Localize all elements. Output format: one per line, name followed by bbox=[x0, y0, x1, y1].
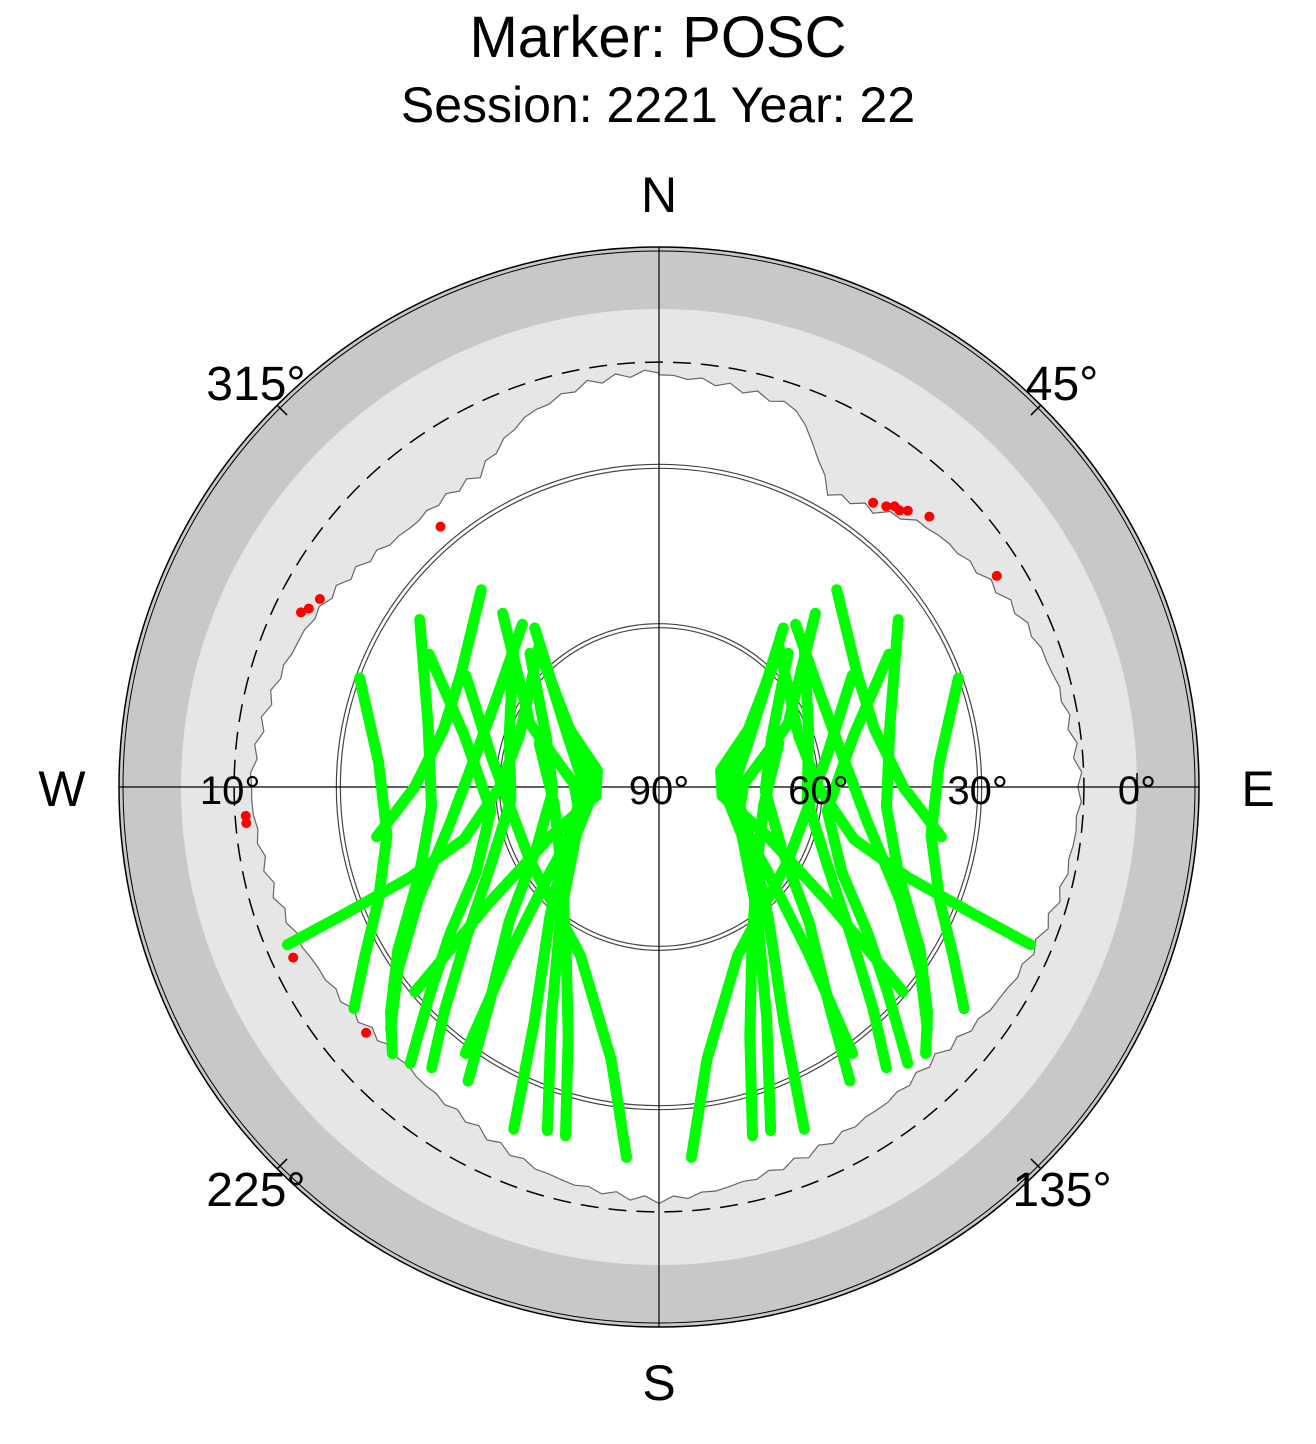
flagged-point-3 bbox=[894, 505, 905, 516]
track-19 bbox=[715, 622, 909, 998]
flagged-point-4 bbox=[902, 505, 913, 516]
track-21 bbox=[773, 639, 1037, 951]
flagged-point-12 bbox=[241, 818, 252, 829]
elevation-label-30: 30° bbox=[947, 769, 1008, 813]
azimuth-label-225: 225° bbox=[206, 1164, 305, 1217]
flagged-point-5 bbox=[924, 511, 935, 522]
azimuth-label-315: 315° bbox=[206, 358, 305, 411]
elevation-label-60: 60° bbox=[788, 769, 849, 813]
elevation-label-10-west: 10° bbox=[200, 769, 261, 813]
track-24 bbox=[533, 737, 574, 1142]
tick-45 bbox=[1030, 404, 1042, 416]
label-west: W bbox=[38, 761, 86, 817]
tick-315 bbox=[276, 404, 288, 416]
track-16 bbox=[925, 672, 970, 1015]
track-26 bbox=[460, 670, 633, 1163]
flagged-point-1 bbox=[881, 501, 892, 512]
flagged-points bbox=[240, 497, 1002, 1038]
flagged-point-14 bbox=[361, 1027, 372, 1038]
track-8 bbox=[459, 607, 586, 1059]
chart-subtitle: Session: 2221 Year: 22 bbox=[400, 77, 916, 133]
tick-135 bbox=[1030, 1158, 1042, 1170]
flagged-point-7 bbox=[435, 521, 446, 532]
track-20 bbox=[281, 639, 545, 951]
track-25 bbox=[744, 737, 785, 1142]
elevation-label-90: 90° bbox=[629, 769, 690, 813]
label-east: E bbox=[1241, 761, 1274, 817]
satellite-tracks bbox=[281, 584, 1037, 1163]
label-north: N bbox=[641, 167, 677, 223]
track-18 bbox=[732, 607, 859, 1059]
track-17 bbox=[821, 648, 914, 1069]
elevation-label-0: 0° bbox=[1118, 769, 1156, 813]
tick-225 bbox=[276, 1158, 288, 1170]
flagged-point-11 bbox=[240, 810, 251, 821]
azimuth-label-45: 45° bbox=[1026, 358, 1099, 411]
track-27 bbox=[685, 670, 858, 1163]
axis-labels: N S W E 45° 135° 225° 315° 90° 60° 30° 0° 10° bbox=[38, 167, 1274, 1411]
track-23 bbox=[831, 584, 947, 843]
flagged-point-10 bbox=[295, 607, 306, 618]
flagged-point-0 bbox=[868, 497, 879, 508]
track-7 bbox=[404, 648, 497, 1069]
track-22 bbox=[371, 584, 487, 843]
flagged-point-6 bbox=[991, 570, 1002, 581]
flagged-point-13 bbox=[288, 952, 299, 963]
track-3 bbox=[426, 641, 520, 1074]
label-south: S bbox=[642, 1355, 675, 1411]
track-13 bbox=[798, 641, 892, 1074]
track-9 bbox=[409, 622, 603, 998]
track-6 bbox=[348, 672, 393, 1015]
chart-title: Marker: POSC bbox=[469, 5, 847, 70]
flagged-point-9 bbox=[303, 603, 314, 614]
azimuth-label-135: 135° bbox=[1012, 1164, 1111, 1217]
flagged-point-8 bbox=[314, 594, 325, 605]
